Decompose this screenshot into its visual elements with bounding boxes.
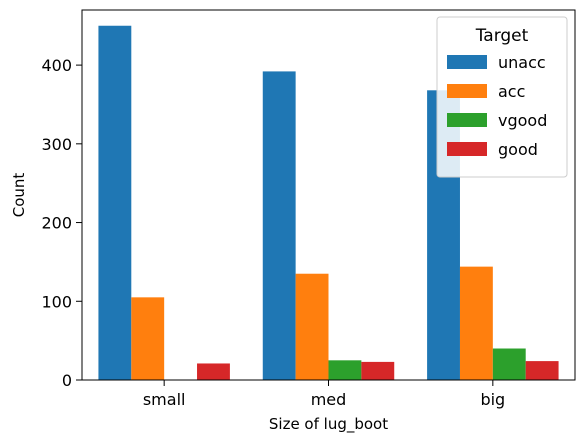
y-axis: 0 100 200 300 400 xyxy=(41,56,82,390)
legend-title: Target xyxy=(475,26,529,46)
y-axis-label: Count xyxy=(10,173,28,218)
legend-items: unacc acc vgood good xyxy=(447,53,547,159)
bar-unacc-med xyxy=(262,71,296,380)
bar-vgood-big xyxy=(492,348,526,380)
y-tick-label-400: 400 xyxy=(41,56,72,75)
legend-swatch-acc xyxy=(447,84,487,98)
legend: Target unacc acc vgood good xyxy=(436,16,568,178)
bar-acc-big xyxy=(459,266,493,380)
bars-group xyxy=(98,25,559,380)
y-tick-label-100: 100 xyxy=(41,292,72,311)
legend-label-unacc: unacc xyxy=(498,53,546,72)
x-tick-label-med: med xyxy=(311,390,347,409)
legend-swatch-vgood xyxy=(447,113,487,127)
x-tick-label-small: small xyxy=(143,390,186,409)
x-tick-label-big: big xyxy=(480,390,505,409)
bar-good-small xyxy=(197,363,230,380)
legend-swatch-good xyxy=(447,142,487,156)
y-tick-label-300: 300 xyxy=(41,135,72,154)
x-axis-label: Size of lug_boot xyxy=(269,415,388,434)
bar-good-big xyxy=(525,361,559,380)
bar-unacc-small xyxy=(98,25,132,380)
y-tick-label-0: 0 xyxy=(62,371,72,390)
x-axis: small med big xyxy=(143,380,505,409)
legend-label-acc: acc xyxy=(498,82,525,101)
bar-acc-med xyxy=(295,273,329,380)
legend-label-good: good xyxy=(498,140,538,159)
bar-vgood-med xyxy=(328,360,362,380)
y-tick-label-200: 200 xyxy=(41,214,72,233)
legend-swatch-unacc xyxy=(447,55,487,69)
bar-good-med xyxy=(361,361,395,380)
bar-acc-small xyxy=(131,297,165,380)
legend-label-vgood: vgood xyxy=(498,111,547,130)
